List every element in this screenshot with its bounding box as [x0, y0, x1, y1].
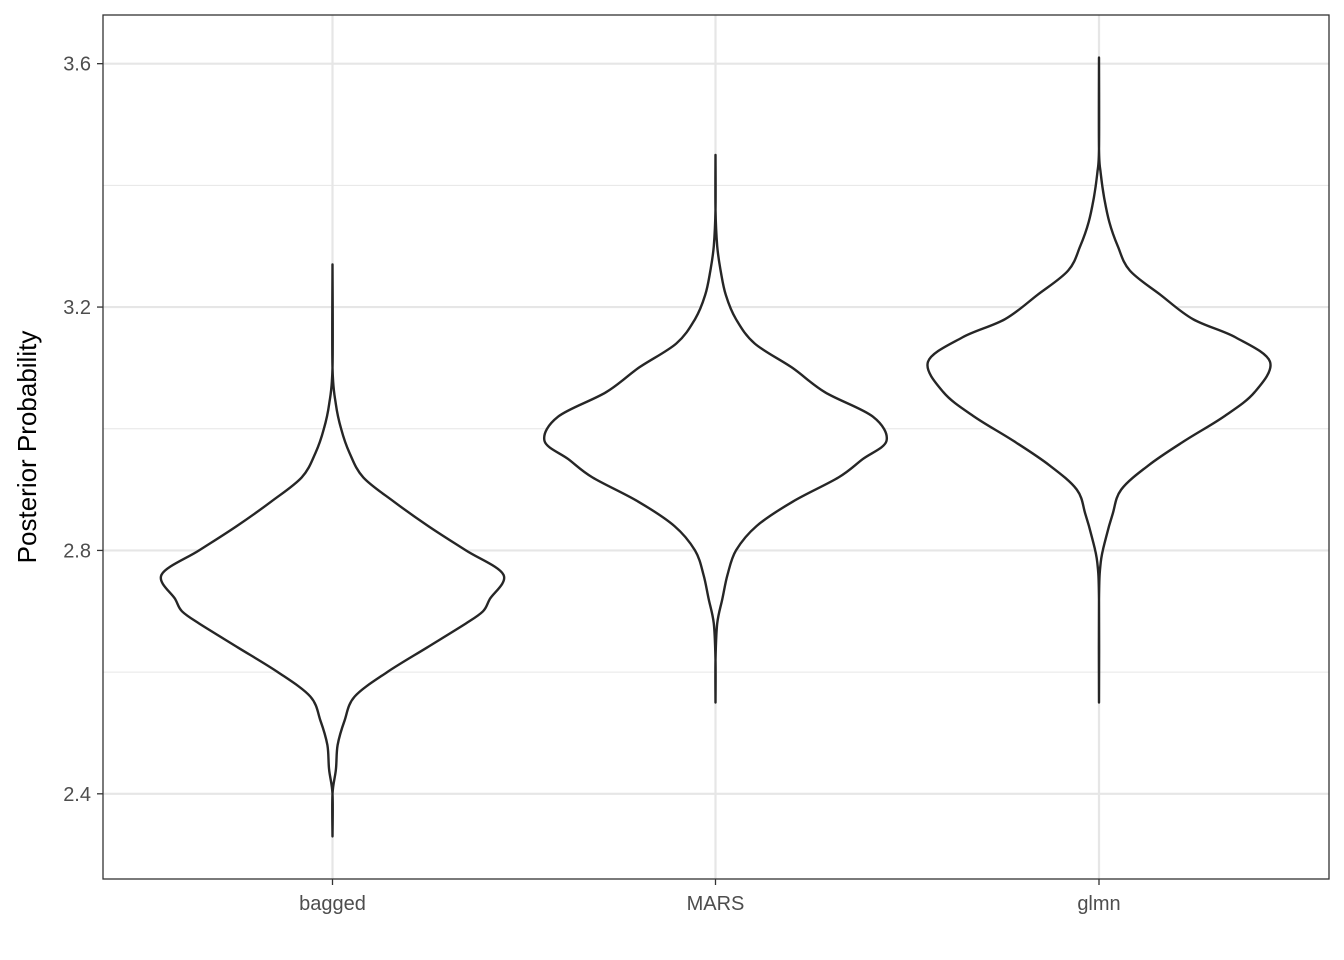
violin-glmn	[926, 56, 1272, 704]
violin-bagged	[159, 263, 506, 838]
x-tick-label: MARS	[687, 893, 745, 915]
violin-MARS	[542, 153, 889, 704]
axes: 2.4 2.8 3.2 3.6 bagged MARS glmn	[63, 54, 1120, 915]
y-tick-label: 2.8	[63, 540, 91, 562]
violins	[159, 56, 1272, 838]
y-tick-label: 2.4	[63, 784, 91, 806]
x-tick-label: bagged	[299, 893, 366, 915]
y-tick-label: 3.6	[63, 54, 91, 76]
y-axis-title: Posterior Probability	[12, 331, 42, 564]
y-tick-label: 3.2	[63, 297, 91, 319]
x-tick-label: glmn	[1077, 893, 1120, 915]
